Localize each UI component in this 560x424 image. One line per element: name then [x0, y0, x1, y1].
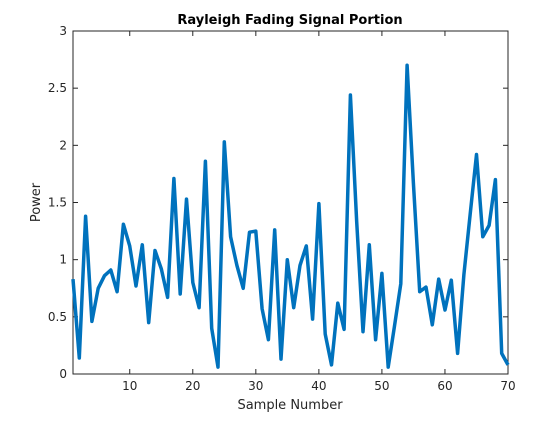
y-tick-label: 1.5 [48, 196, 67, 210]
y-tick-label: 0 [59, 367, 67, 381]
x-tick-label: 50 [374, 379, 389, 393]
chart-title: Rayleigh Fading Signal Portion [177, 13, 402, 28]
x-tick-label: 20 [185, 379, 200, 393]
y-tick-label: 2 [59, 138, 67, 152]
x-tick-label: 10 [122, 379, 137, 393]
y-tick-label: 3 [59, 24, 67, 38]
y-tick-label: 2.5 [48, 81, 67, 95]
plot-area: 10 20 30 40 50 60 70 0 0.5 1 1.5 2 2.5 3 [48, 24, 516, 393]
x-tick-label: 40 [311, 379, 326, 393]
data-series-line [71, 63, 510, 369]
x-tick-label: 30 [248, 379, 263, 393]
y-tick-label: 1 [59, 253, 67, 267]
x-tick-label: 60 [437, 379, 452, 393]
y-axis-label: Power [29, 182, 44, 222]
x-axis-label: Sample Number [237, 398, 343, 413]
y-tick-label: 0.5 [48, 310, 67, 324]
axes-box [72, 30, 509, 375]
x-tick-label: 70 [500, 379, 515, 393]
